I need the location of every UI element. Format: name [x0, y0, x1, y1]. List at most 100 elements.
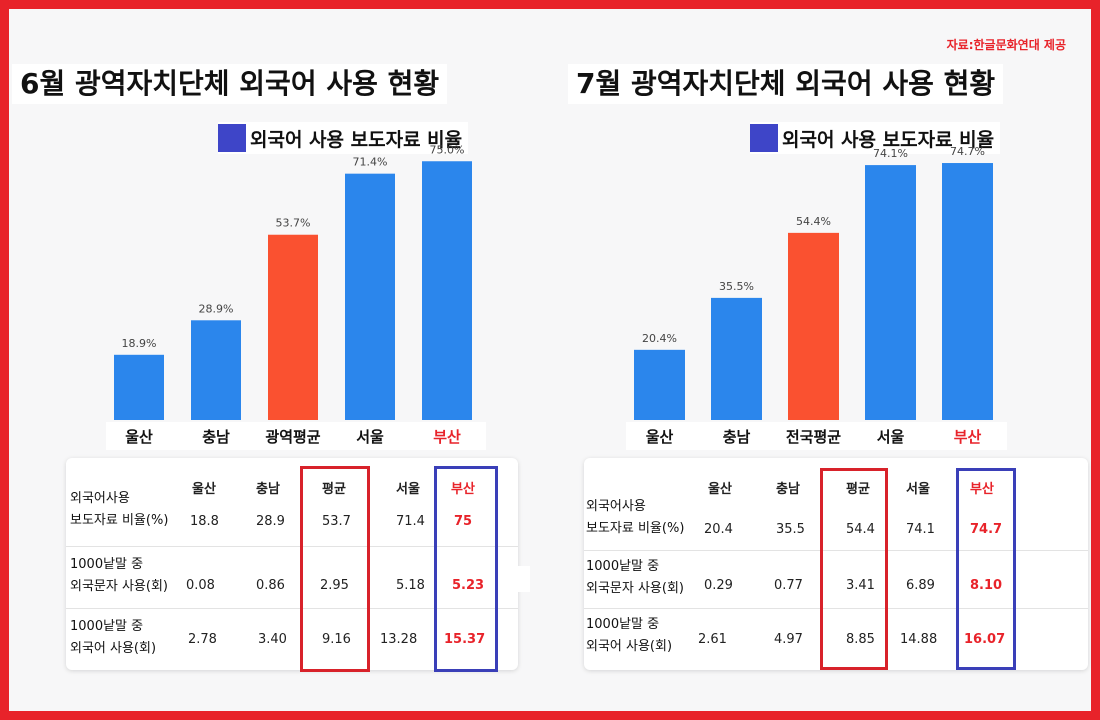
june-busan-highlight-box — [434, 466, 498, 672]
bar-value-label: 75.0% — [430, 143, 465, 156]
category-label: 충남 — [202, 428, 230, 446]
july-r2-seoul: 6.89 — [906, 578, 935, 593]
june-row-divider — [66, 608, 518, 609]
june-r1-average: 53.7 — [322, 514, 351, 529]
june-r2-busan: 5.23 — [452, 578, 485, 593]
bar-value-label: 74.1% — [873, 147, 908, 160]
june-r3-chungnam: 3.40 — [258, 632, 287, 647]
category-label: 부산 — [433, 428, 461, 446]
june-row2-label-line1: 1000낱말 중 — [70, 557, 144, 572]
july-r1-chungnam: 35.5 — [776, 522, 805, 537]
june-table-header-average: 평균 — [322, 482, 346, 497]
june-row3-label-line1: 1000낱말 중 — [70, 619, 144, 634]
july-legend-label: 외국어 사용 보도자료 비율 — [782, 128, 995, 151]
category-label: 충남 — [723, 428, 751, 446]
july-r1-busan: 74.7 — [970, 522, 1003, 537]
july-r3-average: 8.85 — [846, 632, 875, 647]
june-row1-label: 외국어사용 보도자료 비율(%) — [70, 488, 168, 532]
june-r2-average: 2.95 — [320, 578, 349, 593]
bar-부산 — [942, 163, 993, 421]
june-table-header-busan: 부산 — [451, 482, 475, 497]
june-r3-busan: 15.37 — [444, 632, 486, 647]
june-chart-title: 6월 광역자치단체 외국어 사용 현황 — [12, 64, 448, 104]
june-r3-seoul: 13.28 — [380, 632, 418, 647]
june-r1-chungnam: 28.9 — [256, 514, 285, 529]
june-legend-swatch — [218, 124, 246, 152]
july-legend-swatch — [750, 124, 778, 152]
category-label: 울산 — [125, 428, 153, 446]
june-r2-ulsan: 0.08 — [186, 578, 215, 593]
june-bar-chart: 18.9% 울산 28.9% 충남 53.7% 광역평균 71.4% 서울 75.0% 부산 — [106, 143, 486, 450]
june-r3-average: 9.16 — [322, 632, 351, 647]
july-table-header-chungnam: 충남 — [776, 482, 800, 497]
july-table-header-seoul: 서울 — [906, 482, 930, 497]
july-r2-average: 3.41 — [846, 578, 875, 593]
source-note: 자료:한글문화연대 제공 — [946, 38, 1066, 52]
june-r1-busan: 75 — [454, 514, 473, 529]
category-label: 부산 — [954, 428, 982, 446]
june-row1-label-line2: 보도자료 비율(%) — [70, 513, 169, 528]
july-r3-seoul: 14.88 — [900, 632, 938, 647]
june-legend-label: 외국어 사용 보도자료 비율 — [250, 128, 463, 151]
july-r2-busan: 8.10 — [970, 578, 1003, 593]
july-row-divider — [584, 608, 1088, 609]
july-row1-label: 외국어사용 보도자료 비율(%) — [586, 496, 684, 540]
july-table-header-average: 평균 — [846, 482, 870, 497]
june-r3-ulsan: 2.78 — [188, 632, 217, 647]
july-row2-label: 1000낱말 중 외국문자 사용(회) — [586, 556, 684, 600]
july-bar-chart: 20.4% 울산 35.5% 충남 54.4% 전국평균 74.1% 서울 74.7% 부산 — [626, 145, 1007, 450]
bar-value-label: 20.4% — [642, 332, 677, 345]
july-average-highlight-box — [820, 468, 888, 670]
june-table-header-seoul: 서울 — [396, 482, 420, 497]
bar-충남 — [191, 320, 241, 420]
bar-충남 — [711, 297, 762, 420]
july-row2-label-line2: 외국문자 사용(회) — [586, 581, 684, 596]
june-row2-label-line2: 외국문자 사용(회) — [70, 579, 168, 594]
june-table-header-chungnam: 충남 — [256, 482, 280, 497]
category-label: 울산 — [646, 428, 674, 446]
june-r1-seoul: 71.4 — [396, 514, 425, 529]
bar-서울 — [865, 165, 916, 420]
june-r2-seoul: 5.18 — [396, 578, 425, 593]
june-data-table: 울산 충남 평균 서울 부산 외국어사용 보도자료 비율(%) 18.8 28.… — [66, 458, 518, 672]
july-row3-label-line1: 1000낱말 중 — [586, 617, 660, 632]
july-chart-title: 7월 광역자치단체 외국어 사용 현황 — [568, 64, 1004, 104]
bar-value-label: 71.4% — [353, 156, 388, 169]
bar-울산 — [114, 354, 164, 420]
july-r3-ulsan: 2.61 — [698, 632, 727, 647]
june-row3-label: 1000낱말 중 외국어 사용(회) — [70, 616, 156, 660]
july-r1-seoul: 74.1 — [906, 522, 935, 537]
bar-value-label: 53.7% — [276, 217, 311, 230]
july-row3-label-line2: 외국어 사용(회) — [586, 639, 673, 654]
category-label: 광역평균 — [265, 428, 320, 446]
july-table-header-busan: 부산 — [970, 482, 994, 497]
june-table-header-ulsan: 울산 — [192, 482, 216, 497]
category-label: 전국평균 — [786, 428, 841, 446]
category-label-strip — [626, 422, 1007, 450]
july-row2-label-line1: 1000낱말 중 — [586, 559, 660, 574]
june-r1-ulsan: 18.8 — [190, 514, 219, 529]
bar-전국평균 — [788, 232, 839, 420]
july-r3-chungnam: 4.97 — [774, 632, 803, 647]
july-panel: 7월 광역자치단체 외국어 사용 현황 외국어 사용 보도자료 비율 20.4%… — [560, 0, 1100, 720]
june-row1-label-line1: 외국어사용 — [70, 491, 130, 506]
bar-부산 — [422, 161, 472, 420]
july-table-header-ulsan: 울산 — [708, 482, 732, 497]
bar-울산 — [634, 349, 685, 420]
july-r2-chungnam: 0.77 — [774, 578, 803, 593]
june-row3-label-line2: 외국어 사용(회) — [70, 641, 157, 656]
bar-value-label: 18.9% — [122, 337, 157, 350]
white-spacer — [518, 566, 530, 592]
july-data-table: 울산 충남 평균 서울 부산 외국어사용 보도자료 비율(%) 20.4 35.… — [584, 458, 1088, 670]
june-r2-chungnam: 0.86 — [256, 578, 285, 593]
june-average-highlight-box — [300, 466, 370, 672]
july-row-divider — [584, 550, 1088, 551]
bar-value-label: 35.5% — [719, 280, 754, 293]
july-busan-highlight-box — [956, 468, 1016, 670]
july-r3-busan: 16.07 — [964, 632, 1006, 647]
july-r1-ulsan: 20.4 — [704, 522, 733, 537]
category-label: 서울 — [877, 428, 905, 446]
june-legend: 외국어 사용 보도자료 비율 — [218, 122, 469, 154]
category-label: 서울 — [356, 428, 384, 446]
june-row-divider — [66, 546, 518, 547]
